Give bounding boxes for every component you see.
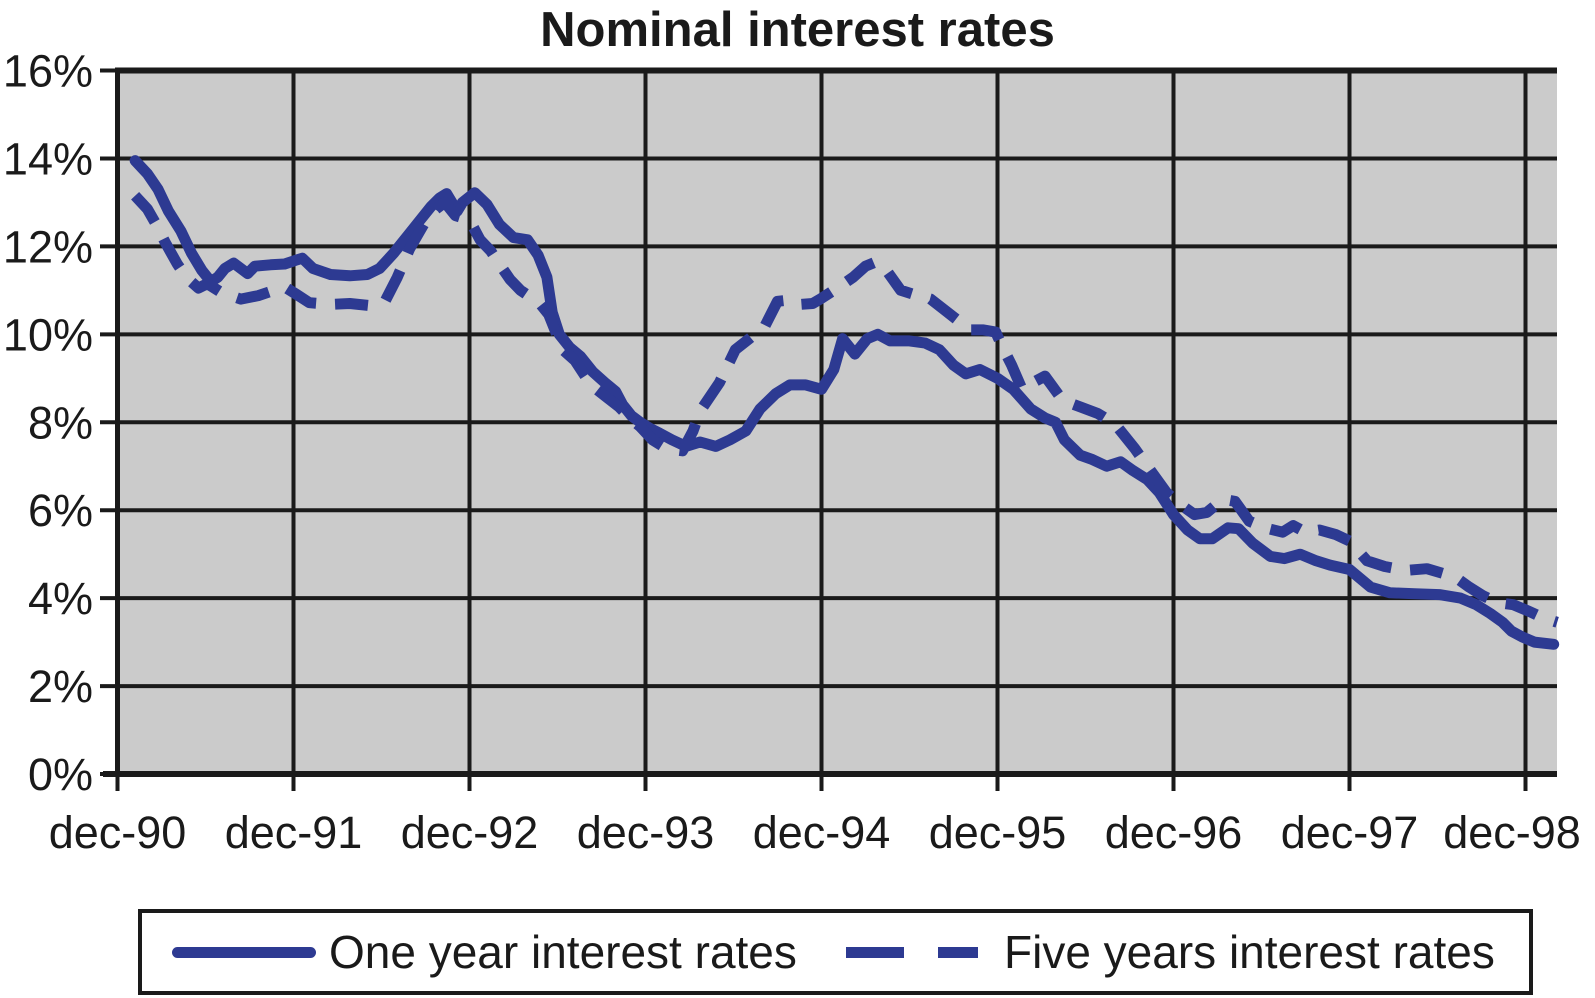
legend-box: One year interest rates Five years inter…	[138, 909, 1533, 995]
x-tick-label: dec-97	[1281, 807, 1419, 858]
y-tick-label: 0%	[28, 749, 93, 800]
legend-label-five-years: Five years interest rates	[1004, 926, 1495, 978]
legend-label-one-year: One year interest rates	[329, 926, 797, 978]
y-tick-label: 16%	[3, 46, 93, 97]
legend-solid-line-sample	[172, 947, 316, 958]
y-tick-label: 10%	[3, 309, 93, 360]
y-tick-label: 14%	[3, 133, 93, 184]
x-tick-label: dec-90	[49, 807, 187, 858]
plot-area: 0% 2% 4% 6% 8% 10% 12% 14% 16% dec-90 dec-91 dec-92…	[3, 46, 1581, 859]
y-tick-label: 12%	[3, 221, 93, 272]
y-tick-label: 2%	[28, 661, 93, 712]
x-tick-label: dec-96	[1105, 807, 1243, 858]
x-tick-label: dec-92	[401, 807, 539, 858]
x-tick-label: dec-94	[753, 807, 891, 858]
x-tick-label: dec-91	[225, 807, 363, 858]
x-tick-label: dec-98	[1443, 807, 1581, 858]
y-tick-label: 4%	[28, 573, 93, 624]
legend-dashed-line-sample	[846, 947, 978, 958]
y-tick-label: 6%	[28, 485, 93, 536]
x-tick-label: dec-95	[929, 807, 1067, 858]
y-tick-label: 8%	[28, 397, 93, 448]
series-five-years-line	[131, 192, 1559, 628]
series-one-year-line	[129, 155, 1560, 650]
chart-title: Nominal interest rates	[540, 3, 1055, 57]
x-tick-label: dec-93	[577, 807, 715, 858]
